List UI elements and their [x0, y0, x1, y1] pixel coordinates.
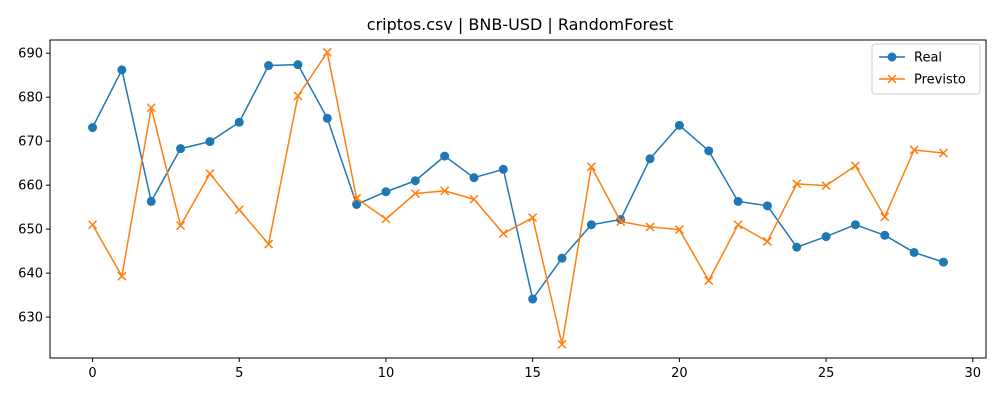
legend-label: Real	[914, 51, 942, 66]
data-point-real	[381, 187, 391, 197]
data-point-real	[498, 164, 508, 174]
data-point-real	[352, 199, 362, 209]
data-point-previsto	[850, 161, 860, 171]
data-point-real	[205, 137, 215, 147]
data-point-previsto	[528, 213, 538, 223]
data-point-real	[322, 113, 332, 123]
data-point-real	[410, 176, 420, 186]
data-point-previsto	[117, 271, 127, 281]
legend-marker	[887, 52, 897, 62]
x-tick-label: 0	[88, 366, 96, 381]
x-tick-label: 30	[965, 366, 982, 381]
data-point-real	[821, 232, 831, 242]
legend: Real Previsto	[871, 43, 981, 95]
data-point-previsto	[381, 214, 391, 224]
x-tick-label: 10	[378, 366, 395, 381]
data-point-previsto	[146, 103, 156, 113]
y-tick-label: 670	[18, 135, 43, 150]
legend-label: Previsto	[914, 73, 966, 88]
data-point-real	[469, 173, 479, 183]
data-point-real	[586, 220, 596, 230]
data-point-real	[733, 196, 743, 206]
y-tick-label: 650	[18, 223, 43, 238]
data-point-real	[146, 196, 156, 206]
data-point-real	[440, 151, 450, 161]
data-point-previsto	[498, 228, 508, 239]
x-tick-label: 15	[524, 366, 541, 381]
data-point-real	[674, 120, 684, 130]
data-point-real	[792, 242, 802, 252]
data-point-real	[938, 257, 948, 267]
data-point-real	[234, 117, 244, 127]
x-tick-label: 5	[235, 366, 243, 381]
data-point-previsto	[880, 212, 890, 222]
y-tick-label: 630	[18, 311, 43, 326]
data-point-previsto	[645, 222, 655, 232]
data-point-previsto	[704, 276, 714, 286]
y-tick-label: 660	[18, 179, 43, 194]
data-point-previsto	[586, 162, 596, 172]
legend-marker	[887, 74, 897, 84]
data-point-real	[850, 220, 860, 230]
data-point-real	[176, 144, 186, 154]
data-point-real	[293, 60, 303, 70]
series-line-real	[91, 63, 944, 300]
data-point-real	[528, 294, 538, 304]
data-point-real	[645, 154, 655, 164]
data-point-previsto	[557, 339, 567, 349]
axes: 0 5 10 15 20 25 30 630 640 650 660 670 680 690	[18, 39, 987, 381]
data-point-previsto	[293, 91, 303, 101]
plot-frame	[49, 39, 987, 359]
data-point-previsto	[205, 169, 215, 179]
data-point-previsto	[674, 225, 684, 235]
data-point-previsto	[352, 193, 362, 203]
data-point-previsto	[440, 186, 450, 196]
data-point-previsto	[616, 217, 626, 227]
data-point-previsto	[410, 188, 420, 199]
data-point-real	[557, 253, 567, 263]
data-point-previsto	[938, 148, 948, 158]
data-point-previsto	[792, 179, 802, 189]
data-point-previsto	[469, 194, 479, 204]
data-point-previsto	[264, 239, 274, 249]
series-line-previsto	[91, 51, 944, 346]
data-point-real	[880, 230, 890, 240]
data-point-real	[704, 146, 714, 156]
data-point-real	[117, 65, 127, 75]
data-point-previsto	[234, 205, 244, 215]
data-point-previsto	[762, 236, 772, 246]
data-point-previsto	[88, 220, 98, 230]
data-point-real	[264, 61, 274, 71]
data-point-previsto	[322, 47, 332, 57]
y-tick-label: 690	[18, 47, 43, 62]
x-tick-label: 25	[818, 366, 835, 381]
data-point-previsto	[909, 145, 919, 155]
data-point-real	[88, 123, 98, 133]
data-point-previsto	[176, 221, 186, 231]
y-tick-label: 680	[18, 91, 43, 106]
data-point-previsto	[821, 181, 831, 191]
x-tick-label: 20	[671, 366, 688, 381]
data-point-previsto	[733, 220, 743, 230]
data-point-real	[909, 247, 919, 257]
chart-title: criptos.csv | BNB-USD | RandomForest	[367, 15, 673, 34]
data-point-real	[762, 201, 772, 211]
y-tick-label: 640	[18, 267, 43, 282]
plot-area	[88, 47, 948, 349]
